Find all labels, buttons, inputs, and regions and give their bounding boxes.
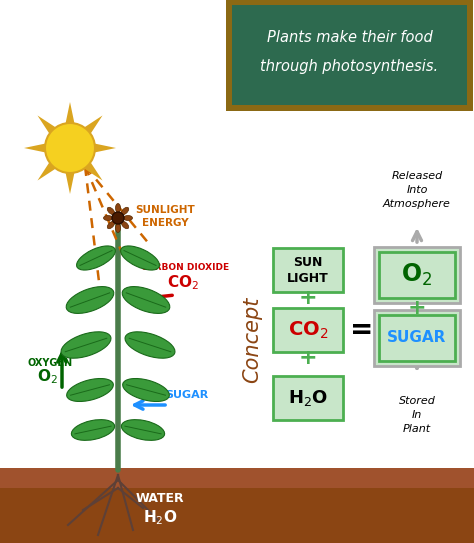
Ellipse shape [116, 224, 120, 232]
Ellipse shape [107, 222, 115, 229]
Ellipse shape [121, 222, 129, 229]
Ellipse shape [107, 207, 115, 214]
Circle shape [45, 123, 95, 173]
Text: O$_2$: O$_2$ [36, 368, 57, 387]
Text: CO$_2$: CO$_2$ [167, 274, 199, 292]
Text: Released
Into
Atmosphere: Released Into Atmosphere [383, 171, 451, 209]
Text: SUNLIGHT: SUNLIGHT [135, 205, 195, 215]
Text: +: + [299, 288, 317, 308]
FancyBboxPatch shape [374, 247, 460, 303]
Bar [232, 5, 467, 105]
Text: OXYGEN: OXYGEN [27, 358, 73, 368]
Text: LIGHT: LIGHT [287, 272, 329, 285]
Polygon shape [37, 160, 58, 180]
Ellipse shape [66, 287, 114, 313]
Ellipse shape [121, 207, 129, 214]
Text: SUGAR: SUGAR [165, 390, 209, 400]
Ellipse shape [122, 287, 170, 313]
Ellipse shape [123, 378, 169, 401]
FancyBboxPatch shape [273, 308, 343, 352]
Ellipse shape [61, 332, 111, 358]
Text: Concept: Concept [242, 297, 262, 383]
Text: ENERGY: ENERGY [142, 218, 188, 228]
Bar [0, 468, 474, 488]
Polygon shape [82, 160, 102, 180]
Text: CO$_2$: CO$_2$ [288, 319, 328, 340]
Ellipse shape [77, 246, 115, 270]
Text: +: + [408, 298, 426, 318]
Polygon shape [65, 170, 75, 194]
FancyBboxPatch shape [374, 310, 460, 366]
Polygon shape [37, 116, 58, 136]
FancyBboxPatch shape [379, 315, 455, 361]
FancyBboxPatch shape [273, 376, 343, 420]
Polygon shape [24, 143, 48, 153]
Ellipse shape [125, 332, 175, 358]
FancyBboxPatch shape [273, 248, 343, 292]
Ellipse shape [103, 216, 112, 220]
Ellipse shape [116, 204, 120, 212]
Text: SUGAR: SUGAR [387, 331, 447, 345]
Text: Plants make their food: Plants make their food [266, 29, 432, 45]
Text: CARBON DIOXIDE: CARBON DIOXIDE [141, 263, 229, 273]
Text: =: = [350, 316, 374, 344]
Text: H$_2$O: H$_2$O [288, 388, 328, 408]
Ellipse shape [72, 420, 115, 440]
Ellipse shape [121, 420, 164, 440]
Text: WATER: WATER [136, 491, 184, 504]
Text: O$_2$: O$_2$ [401, 262, 433, 288]
Ellipse shape [67, 378, 113, 401]
Bar [226, 0, 473, 111]
Text: H$_2$O: H$_2$O [143, 509, 177, 527]
Text: Stored
In
Plant: Stored In Plant [399, 396, 436, 434]
Text: +: + [299, 348, 317, 368]
Polygon shape [92, 143, 116, 153]
Circle shape [112, 212, 124, 224]
FancyBboxPatch shape [379, 252, 455, 298]
Polygon shape [82, 116, 102, 136]
Ellipse shape [124, 216, 133, 220]
Text: through photosynthesis.: through photosynthesis. [260, 60, 438, 74]
Text: SUN: SUN [293, 256, 323, 269]
Bar [0, 468, 474, 543]
Ellipse shape [120, 246, 159, 270]
Polygon shape [65, 102, 75, 126]
